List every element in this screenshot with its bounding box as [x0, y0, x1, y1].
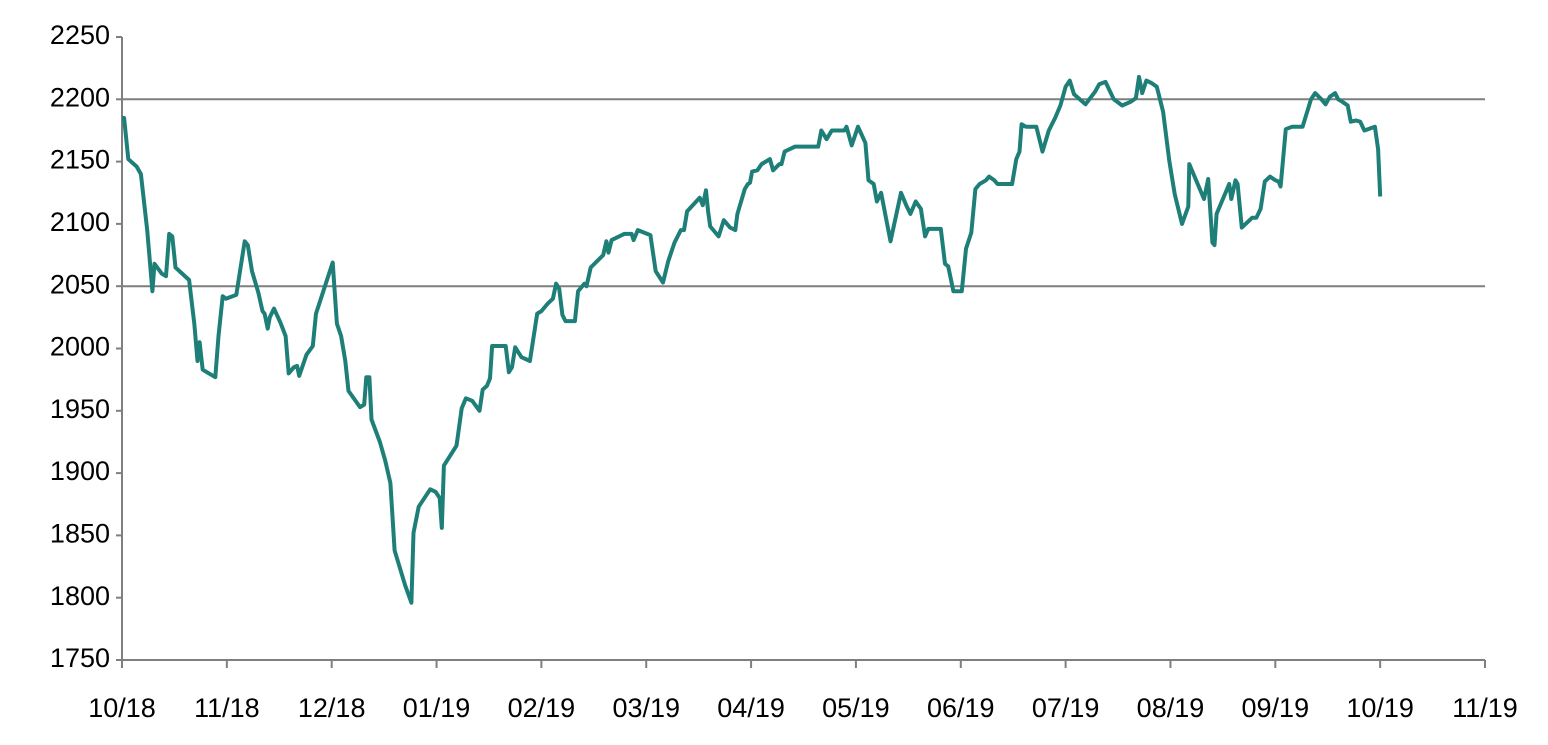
- x-tick-label: 03/19: [612, 693, 680, 723]
- y-tick-label: 2150: [50, 145, 110, 175]
- y-tick-label: 2200: [50, 82, 110, 112]
- y-tick-label: 2250: [50, 20, 110, 50]
- y-tick-label: 2100: [50, 207, 110, 237]
- x-tick-label: 10/19: [1346, 693, 1414, 723]
- y-tick-label: 1850: [50, 519, 110, 549]
- x-tick-label: 01/19: [403, 693, 471, 723]
- y-tick-label: 1950: [50, 394, 110, 424]
- x-tick-label: 12/18: [298, 693, 366, 723]
- y-tick-label: 1750: [50, 643, 110, 673]
- x-tick-label: 04/19: [717, 693, 785, 723]
- x-tick-label: 10/18: [88, 693, 156, 723]
- x-tick-label: 02/19: [508, 693, 576, 723]
- x-tick-label: 07/19: [1032, 693, 1100, 723]
- x-tick-label: 05/19: [822, 693, 890, 723]
- x-tick-label: 08/19: [1137, 693, 1205, 723]
- y-tick-label: 2000: [50, 332, 110, 362]
- y-tick-label: 1900: [50, 456, 110, 486]
- x-tick-label: 11/18: [194, 693, 260, 723]
- data-line: [122, 74, 1383, 605]
- x-tick-label: 11/19: [1452, 693, 1518, 723]
- x-tick-label: 06/19: [927, 693, 995, 723]
- x-tick-label: 09/19: [1242, 693, 1310, 723]
- y-tick-label: 2050: [50, 269, 110, 299]
- y-tick-label: 1800: [50, 581, 110, 611]
